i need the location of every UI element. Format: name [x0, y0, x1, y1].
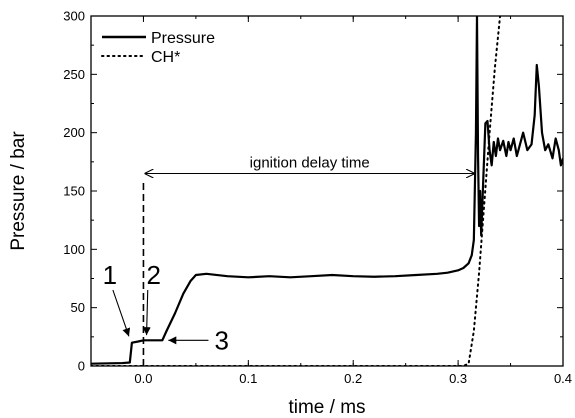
ignition-delay-label: ignition delay time — [250, 155, 370, 172]
axes-layer: 0.0 0.1 0.2 0.3 0.4 0 50 100 150 200 250 300 time … — [8, 9, 572, 418]
annotation-arrow-2 — [142, 289, 151, 336]
marks-layer — [91, 16, 563, 366]
series-line-pressure — [91, 16, 563, 365]
y-tick-label: 300 — [63, 9, 85, 24]
x-tick-label: 0.3 — [449, 371, 467, 386]
y-tick-label: 50 — [71, 300, 85, 315]
y-tick-label: 0 — [78, 359, 85, 374]
annotation-label-2: 2 — [147, 260, 161, 290]
annotation-label-1: 1 — [103, 260, 117, 290]
annotation-layer: ignition delay time 1 2 3 — [103, 155, 475, 366]
y-tick-label: 100 — [63, 242, 85, 257]
y-tick-label: 200 — [63, 125, 85, 140]
annotation-label-3: 3 — [214, 325, 228, 355]
x-tick-label: 0.2 — [344, 371, 362, 386]
legend: Pressure CH* — [101, 30, 215, 66]
y-tick-label: 250 — [63, 67, 85, 82]
plot-frame — [90, 15, 564, 367]
legend-label-pressure: Pressure — [151, 30, 215, 47]
x-tick-label: 0.0 — [134, 371, 152, 386]
annotation-arrow-1 — [112, 289, 131, 337]
series-line-ch — [91, 16, 502, 366]
x-axis-title: time / ms — [288, 397, 365, 418]
y-axis-title: Pressure / bar — [8, 131, 29, 251]
legend-label-ch: CH* — [151, 49, 180, 66]
x-ticks: 0.0 0.1 0.2 0.3 0.4 — [90, 16, 572, 386]
y-ticks: 0 50 100 150 200 250 300 — [63, 9, 563, 374]
x-tick-label: 0.1 — [239, 371, 257, 386]
y-tick-label: 150 — [63, 184, 85, 199]
x-tick-label: 0.4 — [554, 371, 572, 386]
